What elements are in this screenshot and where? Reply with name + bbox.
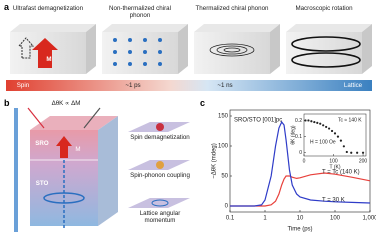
process-layers [128, 122, 190, 208]
inset-point [330, 129, 334, 133]
sample-cube [14, 107, 118, 232]
timeline-label: Spin [16, 82, 30, 89]
inset-x-tick-label: 200 [359, 158, 368, 164]
inset-x-label: T (K) [329, 164, 340, 170]
x-tick-label: 100 [330, 216, 341, 222]
inset-point [345, 150, 348, 154]
inset-point [310, 120, 313, 123]
stage-title: Thermalized chiral phonon [195, 5, 269, 12]
x-tick-label: 1 [263, 216, 267, 222]
y-tick-label: 50 [221, 174, 228, 180]
panel-label: c [200, 98, 206, 108]
equation: ΔθK ∝ ΔM [51, 100, 81, 107]
y-tick-label: 100 [218, 144, 229, 150]
inset-point [322, 124, 325, 127]
inset-point [361, 151, 365, 154]
chart-c: 0 50 100 150 0.1 1 10 100 1,000 Time (ps) −ΔθK (md… [212, 109, 376, 233]
step-label: Lattice angular momentum [139, 210, 181, 224]
x-tick-label: 1,000 [362, 216, 376, 222]
x-axis-label: Time (ps) [287, 227, 312, 233]
inset-point [342, 145, 345, 148]
inset-point [339, 139, 343, 142]
inset-point [350, 151, 353, 154]
inset-point [319, 122, 322, 125]
x-tick-label: 0.1 [226, 216, 235, 222]
stage-title: Non-thermalized chiral phonon [109, 5, 171, 19]
inset-x-tick-label: 0 [303, 158, 306, 164]
stage-title: Macroscopic rotation [295, 5, 353, 12]
y-tick-label: 150 [218, 114, 229, 120]
timeline-label: Lattice [343, 82, 363, 89]
magnet-label: M [46, 56, 52, 63]
inset-point [325, 125, 328, 129]
inset-y-label: θK (deg) [290, 125, 296, 145]
series-label: T = 30 K [322, 198, 345, 204]
panel-label: b [4, 98, 10, 108]
stage-title: Ultrafast demagnetization [12, 5, 84, 12]
inset-x-tick-label: 100 [329, 158, 338, 164]
inset-point [307, 119, 310, 122]
inset-field: H = 100 Oe [310, 139, 336, 145]
inset-y-tick-label: 0.1 [295, 134, 302, 140]
inset-point [316, 121, 319, 124]
inset-point [333, 132, 337, 135]
inset-y-tick-label: 0.2 [295, 118, 302, 124]
inset-annotation: Tc ≈ 140 K [338, 117, 362, 123]
inset-point [336, 135, 340, 138]
timeline-bar [6, 80, 372, 91]
inset-point [356, 151, 359, 154]
timeline-label: ~1 ps [125, 82, 141, 89]
inset-point [313, 120, 316, 124]
layer-label: STO [35, 180, 49, 187]
series-line [230, 172, 371, 207]
y-axis-label: −ΔθK (mdeg) [212, 143, 218, 179]
y-tick-label: 0 [225, 204, 229, 210]
inset-point [304, 119, 307, 122]
series-label: T = Tc (140 K) [322, 170, 360, 176]
timeline-label: ~1 ns [217, 82, 233, 89]
sample-label: SRO/STO [001]pc [234, 118, 282, 124]
step-label: Spin demagnetization [130, 134, 190, 141]
stage-boxes [10, 24, 372, 74]
inset-point [327, 127, 331, 130]
x-tick-label: 10 [297, 216, 304, 222]
inset-y-tick-label: 0 [299, 150, 302, 156]
panel-label: a [4, 2, 10, 12]
series-line [230, 120, 371, 207]
magnet-label: M [75, 146, 81, 153]
layer-label: SRO [35, 140, 49, 147]
step-label: Spin-phonon coupling [130, 172, 190, 179]
